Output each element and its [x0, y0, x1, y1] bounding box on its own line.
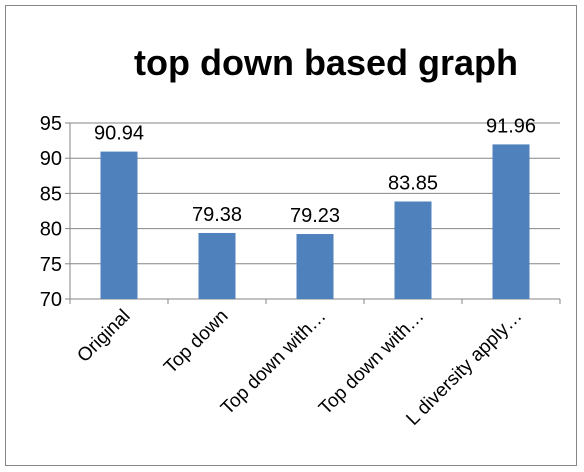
bar	[100, 151, 138, 299]
x-tick-label: Original	[73, 306, 134, 367]
x-tick-label: Top down with…	[217, 306, 330, 419]
data-label: 79.38	[192, 204, 242, 226]
y-tick-label: 90	[40, 148, 62, 170]
bar	[198, 232, 236, 299]
y-tick-label: 70	[40, 289, 62, 311]
data-label: 83.85	[388, 172, 438, 194]
data-label: 90.94	[94, 123, 144, 145]
x-tick-label: Top down with…	[315, 306, 428, 419]
data-label: 91.96	[486, 115, 536, 137]
y-tick-label: 75	[40, 254, 62, 276]
data-label: 79.23	[290, 205, 340, 227]
y-tick-label: 85	[40, 183, 62, 205]
y-tick-label: 95	[40, 113, 62, 135]
bar	[492, 144, 530, 299]
x-tick-label: Top down	[160, 306, 232, 378]
bar	[394, 201, 432, 299]
chart-title: top down based graph	[134, 42, 518, 83]
bar	[296, 234, 334, 299]
chart-frame	[5, 5, 577, 466]
y-tick-label: 80	[40, 219, 62, 241]
